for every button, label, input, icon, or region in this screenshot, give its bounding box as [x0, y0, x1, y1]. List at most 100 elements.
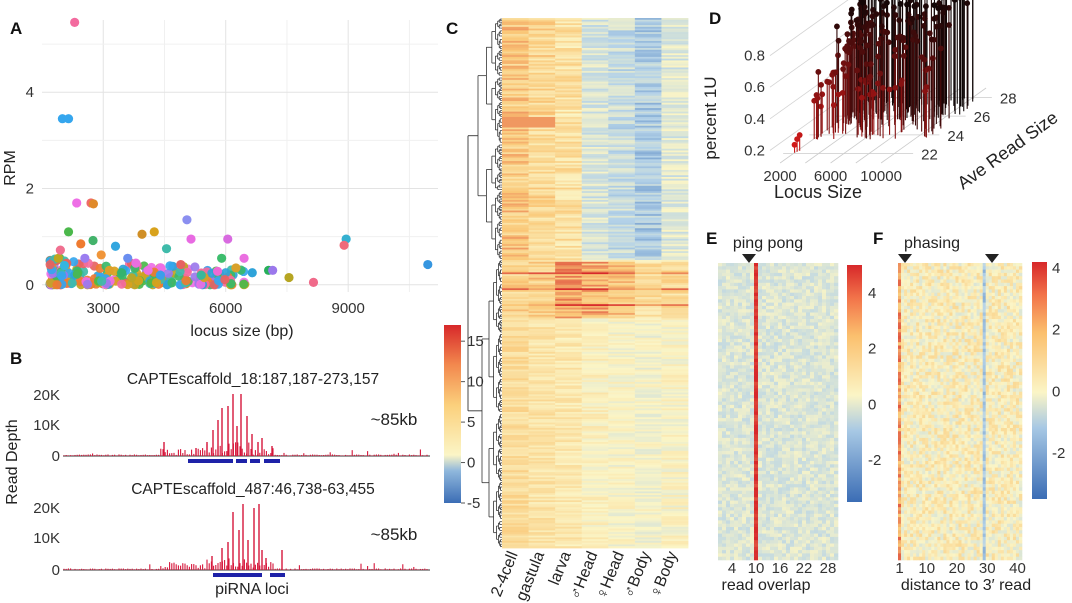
heatmap-cell	[608, 399, 636, 402]
heatmap-cell	[528, 442, 556, 445]
heatmap-cell	[581, 392, 609, 395]
heatmap-cell	[528, 120, 556, 123]
heatmap-cell	[502, 445, 529, 448]
heatmap-cell	[502, 102, 529, 105]
heatmap-cell	[528, 177, 556, 180]
heatmap-cell	[661, 514, 689, 517]
heatmap-cell	[502, 92, 529, 95]
heatmap-cell	[555, 102, 583, 105]
heatmap-cell	[581, 108, 609, 111]
heatmap-cell	[528, 228, 556, 231]
heatmap-cell	[581, 470, 609, 473]
heatmap-cell	[830, 296, 835, 300]
heatmap-cell	[581, 101, 609, 104]
heatmap-cell	[726, 325, 731, 330]
heatmap-cell	[528, 544, 556, 547]
heatmap-cell	[778, 263, 783, 267]
heatmap-cell	[581, 457, 609, 461]
heatmap-cell	[581, 72, 609, 75]
scatter-point	[123, 253, 133, 263]
heatmap-cell	[608, 411, 636, 415]
heatmap-cell	[778, 296, 783, 300]
heatmap-cell	[502, 30, 529, 33]
heatmap-cell	[581, 37, 609, 40]
heatmap-cell	[502, 304, 529, 307]
lollipop-head	[867, 73, 874, 80]
heatmap-cell	[502, 479, 529, 482]
lollipop-head	[929, 55, 936, 62]
heatmap-cell	[528, 108, 556, 111]
heatmap-cell	[742, 322, 747, 326]
heatmap-cell	[661, 302, 689, 305]
heatmap-cell	[581, 191, 609, 194]
heatmap-cell	[608, 364, 636, 367]
heatmap-cell	[762, 312, 767, 317]
heatmap-cell	[786, 276, 791, 280]
heatmap-cell	[528, 540, 556, 544]
heatmap-cell	[661, 85, 689, 88]
heatmap-cell	[634, 207, 662, 210]
heatmap-cell	[555, 510, 583, 514]
heatmap-cell	[502, 328, 529, 332]
heatmap-cell	[555, 542, 583, 545]
heatmap-cell	[634, 300, 662, 303]
heatmap-cell	[661, 95, 689, 98]
heatmap-cell	[528, 178, 556, 181]
heatmap-cell	[502, 267, 529, 270]
heatmap-cell	[661, 348, 689, 351]
heatmap-cell	[661, 152, 689, 155]
heatmap-cell	[834, 263, 839, 267]
heatmap-cell	[822, 305, 827, 310]
heatmap-cell	[555, 48, 583, 51]
heatmap-cell	[502, 546, 529, 549]
colorbar-tick-label: 10	[467, 374, 484, 391]
heatmap-cell	[581, 334, 609, 337]
heatmap-cell	[555, 309, 583, 312]
scatter-point	[59, 260, 70, 271]
heatmap-cell	[782, 296, 787, 300]
heatmap-cell	[502, 86, 529, 90]
heatmap-cell	[634, 514, 662, 517]
heatmap-cell	[581, 115, 609, 118]
heatmap-cell	[634, 152, 662, 155]
heatmap-cell	[555, 397, 583, 400]
heatmap-cell	[555, 470, 583, 473]
heatmap-cell	[661, 198, 689, 201]
heatmap-cell	[806, 315, 811, 320]
heatmap-cell	[581, 21, 609, 24]
heatmap-cell	[786, 266, 791, 270]
heatmap-cell	[608, 454, 636, 457]
heatmap-cell	[581, 369, 609, 372]
heatmap-cell	[528, 240, 556, 243]
heatmap-cell	[581, 263, 609, 266]
heatmap-cell	[581, 235, 609, 238]
heatmap-cell	[661, 129, 689, 132]
heatmap-cell	[762, 342, 767, 346]
heatmap-cell	[806, 299, 811, 303]
heatmap-cell	[555, 150, 583, 153]
heatmap-cell	[661, 517, 689, 521]
heatmap-cell	[528, 512, 556, 515]
heatmap-cell	[581, 111, 609, 114]
heatmap-cell	[806, 276, 811, 280]
heatmap-cell	[555, 528, 583, 531]
heatmap-cell	[722, 292, 727, 297]
heatmap-cell	[608, 150, 636, 153]
heatmap-cell	[778, 312, 783, 317]
heatmap-cell	[581, 187, 609, 190]
heatmap-cell	[794, 312, 799, 317]
scatter-point	[57, 271, 67, 281]
heatmap-cell	[634, 415, 662, 418]
heatmap-cell	[581, 131, 609, 134]
heatmap-cell	[502, 420, 529, 423]
heatmap-cell	[502, 44, 529, 47]
heatmap-cell	[528, 309, 556, 312]
heatmap-cell	[726, 319, 731, 323]
heatmap-cell	[826, 325, 831, 330]
heatmap-cell	[555, 464, 583, 468]
heatmap-cell	[528, 97, 556, 100]
heatmap-cell	[502, 284, 529, 287]
heatmap-cell	[555, 495, 583, 498]
heatmap-cell	[581, 413, 609, 416]
heatmap-cell	[555, 256, 583, 259]
